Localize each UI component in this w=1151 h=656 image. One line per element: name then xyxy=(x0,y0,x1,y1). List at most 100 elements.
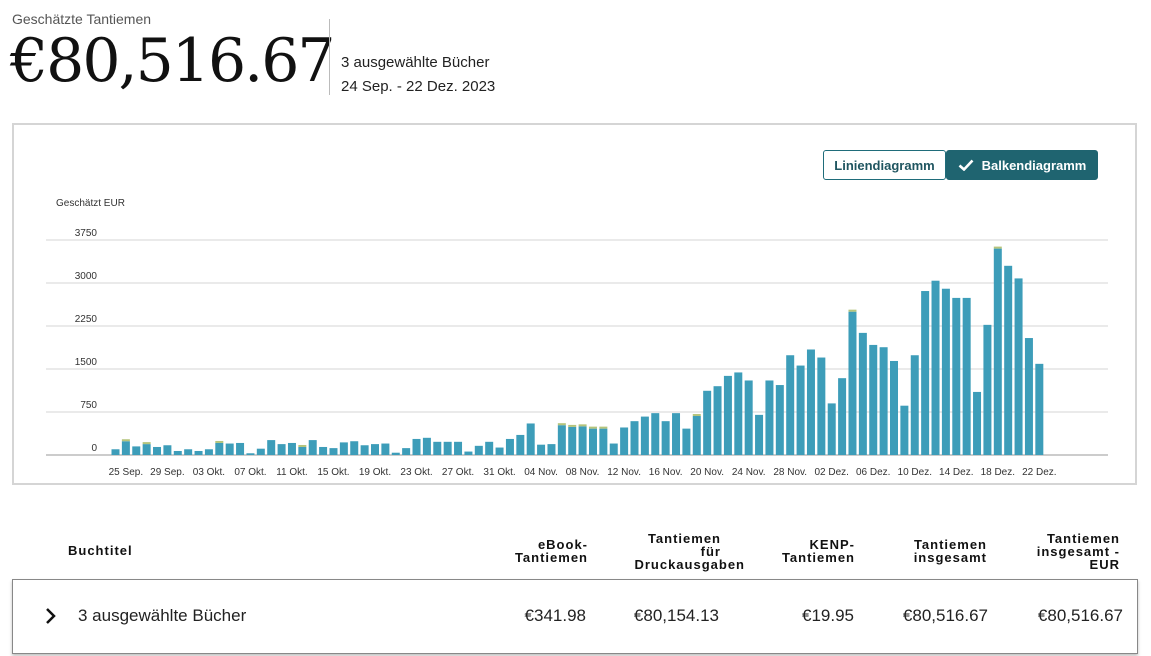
x-tick-label: 11 Okt. xyxy=(276,467,308,478)
bar xyxy=(485,441,494,455)
x-tick-label: 15 Okt. xyxy=(317,467,349,478)
column-header-total-line: insgesamt xyxy=(913,550,987,565)
bar xyxy=(153,446,162,455)
bar xyxy=(132,446,141,455)
bar xyxy=(350,441,359,455)
bar xyxy=(578,426,587,455)
bar xyxy=(287,442,296,455)
column-header-total-eur-line: EUR xyxy=(1089,557,1120,572)
bar xyxy=(672,413,681,455)
bar xyxy=(703,390,712,455)
bar xyxy=(547,444,556,455)
column-header-ebook-line: eBook- xyxy=(537,537,588,552)
cell-print-royalties: €80,154.13 xyxy=(633,606,719,625)
bar xyxy=(734,372,743,455)
bar xyxy=(433,441,442,455)
column-header-title: Buchtitel xyxy=(68,543,133,558)
bar xyxy=(225,443,234,455)
x-tick-label: 16 Nov. xyxy=(649,467,683,478)
bar xyxy=(568,426,577,455)
bar xyxy=(609,443,618,455)
bar xyxy=(495,447,504,455)
x-tick-label: 18 Dez. xyxy=(981,467,1015,478)
bar xyxy=(474,445,483,455)
bar xyxy=(381,443,390,455)
x-tick-label: 27 Okt. xyxy=(442,467,474,478)
y-tick-label: 3750 xyxy=(75,228,98,239)
bar-segment xyxy=(121,439,130,442)
bar-segment xyxy=(993,246,1002,249)
bar xyxy=(537,444,546,455)
bar xyxy=(838,378,847,455)
bar xyxy=(640,416,649,455)
bar xyxy=(599,428,608,455)
y-tick-label: 1500 xyxy=(75,357,98,368)
line-chart-toggle[interactable]: Liniendiagramm xyxy=(823,150,946,180)
x-tick-label: 29 Sep. xyxy=(150,467,184,478)
bar xyxy=(869,344,878,455)
bar xyxy=(142,444,151,455)
bar xyxy=(412,438,421,455)
cell-ebook-royalties: €341.98 xyxy=(524,606,586,625)
row-title: 3 ausgewählte Bücher xyxy=(78,606,247,625)
y-tick-label: 2250 xyxy=(75,314,98,325)
bar xyxy=(692,416,701,455)
date-range-label: 24 Sep. - 22 Dez. 2023 xyxy=(341,78,496,95)
bar xyxy=(651,413,660,455)
bar xyxy=(204,449,213,455)
bar xyxy=(661,421,670,455)
x-tick-label: 04 Nov. xyxy=(524,467,558,478)
bar xyxy=(298,446,307,455)
column-header-total-eur: Tantiemen insgesamt - EUR xyxy=(1037,532,1120,571)
bar xyxy=(464,451,473,455)
bar-segment xyxy=(215,440,224,443)
table-row[interactable]: 3 ausgewählte Bücher €341.98 €80,154.13 … xyxy=(12,579,1138,654)
bar xyxy=(526,423,535,455)
column-header-print-line: Tantiemen xyxy=(647,531,721,546)
bar xyxy=(630,421,639,455)
bar xyxy=(319,446,328,455)
header-divider xyxy=(329,19,330,95)
bar-segment xyxy=(588,426,597,429)
bar xyxy=(765,380,774,455)
bar xyxy=(941,288,950,455)
bar xyxy=(1024,338,1033,455)
bar-segment xyxy=(568,424,577,427)
bar xyxy=(173,450,182,455)
chart-panel: Liniendiagramm Balkendiagramm Geschätzt … xyxy=(12,123,1137,485)
bar xyxy=(723,375,732,455)
bar-chart-toggle-label: Balkendiagramm xyxy=(981,157,1087,173)
x-tick-label: 19 Okt. xyxy=(359,467,391,478)
chevron-right-icon[interactable] xyxy=(45,607,57,625)
column-header-ebook: eBook- Tantiemen xyxy=(515,538,588,564)
bar xyxy=(516,434,525,455)
bar xyxy=(973,391,982,455)
column-header-kenp: KENP- Tantiemen xyxy=(782,538,855,564)
bar xyxy=(111,449,120,455)
bar xyxy=(256,448,265,455)
y-tick-label: 3000 xyxy=(75,271,98,282)
bar xyxy=(588,428,597,455)
bar-segment xyxy=(692,414,701,417)
bar-segment xyxy=(142,442,151,445)
bar xyxy=(952,297,961,455)
bar xyxy=(713,386,722,455)
cell-total-royalties-eur: €80,516.67 xyxy=(1037,606,1123,625)
bar xyxy=(215,442,224,455)
x-tick-label: 08 Nov. xyxy=(566,467,600,478)
x-tick-label: 03 Okt. xyxy=(193,467,225,478)
x-tick-label: 07 Okt. xyxy=(234,467,266,478)
bar-segment xyxy=(599,426,608,429)
bar xyxy=(267,440,276,455)
column-header-kenp-line: KENP- xyxy=(809,537,855,552)
bar xyxy=(308,440,317,455)
x-tick-label: 02 Dez. xyxy=(814,467,848,478)
bar xyxy=(858,332,867,455)
bar xyxy=(246,453,255,455)
bar-chart-toggle[interactable]: Balkendiagramm xyxy=(946,150,1098,180)
x-tick-label: 10 Dez. xyxy=(898,467,932,478)
y-tick-label: 0 xyxy=(91,443,97,454)
bar xyxy=(910,355,919,455)
column-header-print: Tantiemen für Druckausgaben xyxy=(634,532,745,571)
bar xyxy=(391,452,400,455)
